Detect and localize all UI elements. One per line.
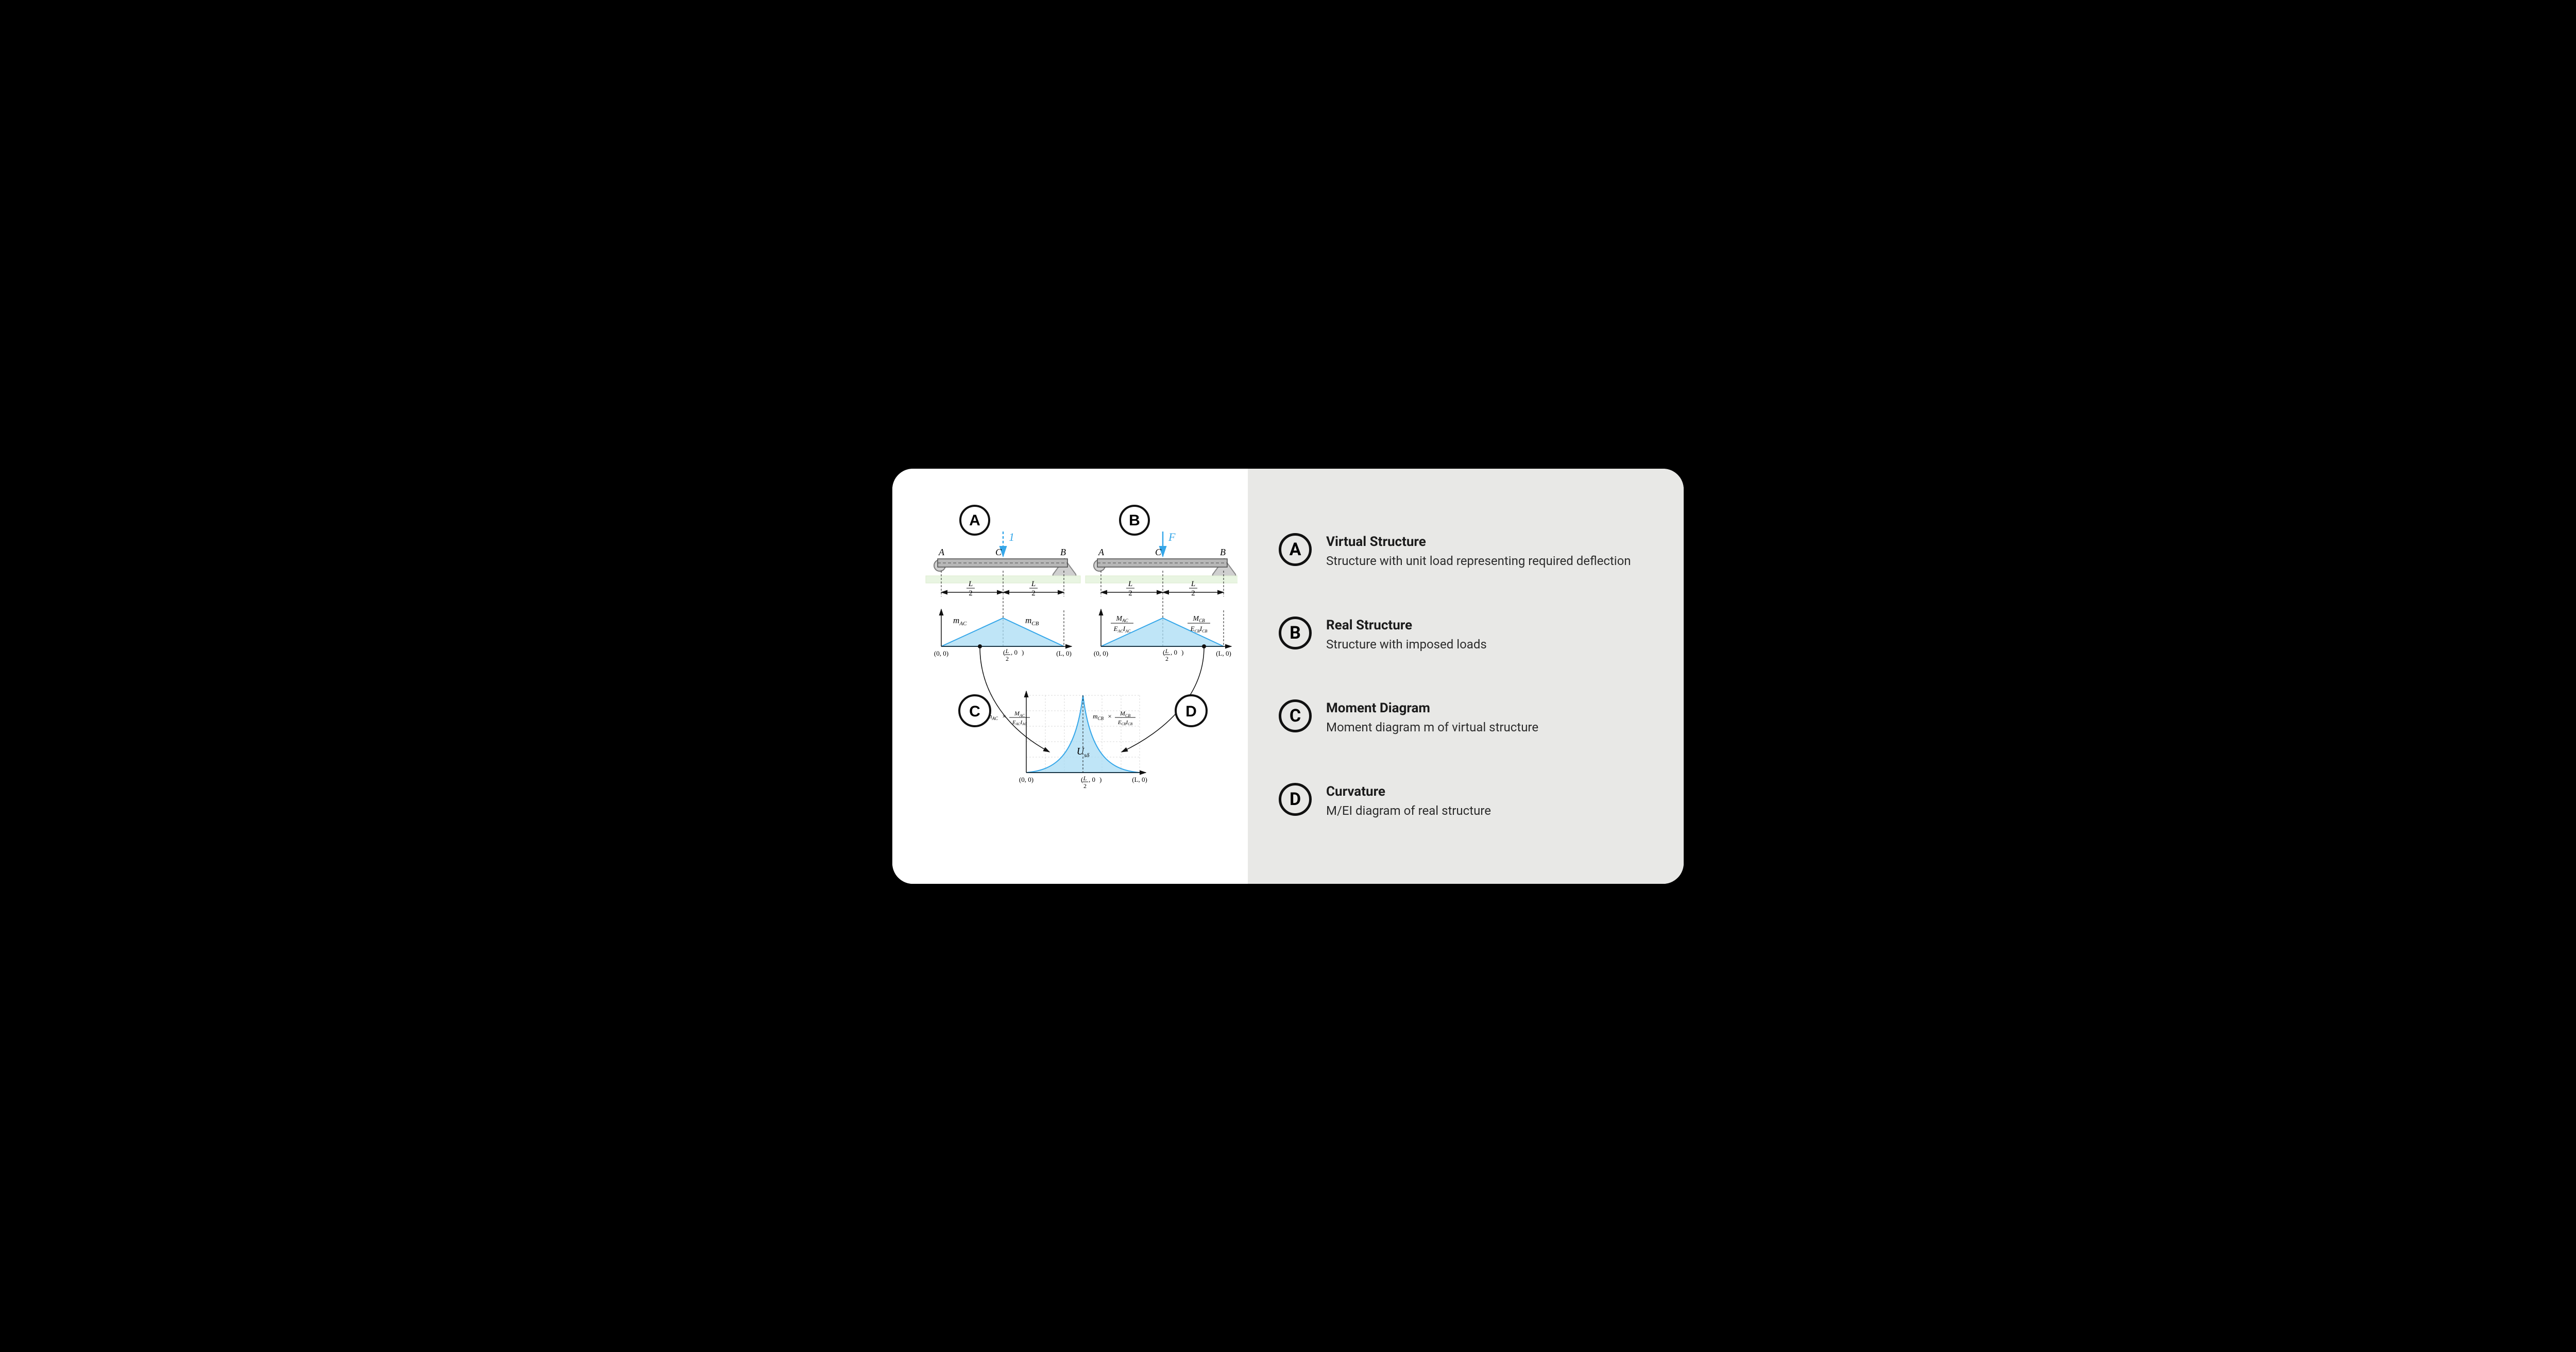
svg-text:L: L	[1031, 580, 1036, 588]
legend-title-D: Curvature	[1326, 784, 1491, 799]
svg-text:C: C	[969, 703, 980, 720]
svg-text:, 0: , 0	[1089, 776, 1095, 783]
legend-item-C: C Moment Diagram Moment diagram m of vir…	[1279, 699, 1653, 735]
svg-text:(0, 0): (0, 0)	[934, 649, 948, 657]
svg-text:2: 2	[1031, 589, 1036, 597]
svg-text:L: L	[1191, 580, 1195, 588]
svg-text:mCB: mCB	[1025, 615, 1039, 627]
svg-text:mAC: mAC	[953, 615, 967, 627]
svg-text:2: 2	[1128, 589, 1132, 597]
svg-text:(0, 0): (0, 0)	[1094, 649, 1108, 657]
badge-B: B	[1120, 506, 1149, 535]
svg-text:MCB: MCB	[1192, 615, 1205, 623]
point-C: C	[995, 547, 1002, 557]
svg-text:1: 1	[1009, 530, 1014, 543]
moment-triangle-A: mAC mCB (0, 0) (L, 0) ( L 2 , 0 )	[934, 597, 1072, 662]
badge-A: A	[960, 506, 989, 535]
svg-text:(L, 0): (L, 0)	[1216, 649, 1231, 657]
svg-text:, 0: , 0	[1011, 648, 1018, 656]
legend-badge-B: B	[1279, 617, 1312, 649]
svg-text:EACIAC: EACIAC	[1012, 720, 1027, 726]
svg-text:MAC: MAC	[1115, 615, 1128, 623]
point-B: B	[1060, 547, 1066, 557]
svg-text:L: L	[1165, 647, 1169, 655]
legend-badge-A: A	[1279, 533, 1312, 566]
legend-panel: A Virtual Structure Structure with unit …	[1248, 469, 1684, 884]
svg-text:B: B	[1129, 512, 1140, 529]
legend-title-A: Virtual Structure	[1326, 534, 1631, 550]
svg-text:2: 2	[969, 589, 973, 597]
svg-text:): )	[1181, 648, 1183, 656]
svg-text:MAC: MAC	[1014, 710, 1025, 718]
svg-text:A: A	[969, 512, 980, 529]
diagram-panel: A 1 A C B	[892, 469, 1248, 884]
legend-badge-C: C	[1279, 699, 1312, 732]
curvature-triangle-B: MAC EACIAC MCB ECBICB (0, 0) (L, 0) (	[1094, 597, 1231, 662]
legend-title-B: Real Structure	[1326, 618, 1487, 633]
legend-desc-C: Moment diagram m of virtual structure	[1326, 719, 1538, 735]
svg-text:2: 2	[1006, 655, 1009, 662]
combined-plot: Usδ mAC × MAC EACIAC mCB × MCB	[987, 691, 1147, 790]
svg-text:, 0: , 0	[1171, 648, 1177, 656]
card: A 1 A C B	[892, 469, 1684, 884]
legend-badge-D: D	[1279, 783, 1312, 816]
svg-text:×: ×	[1108, 712, 1111, 720]
svg-text:F: F	[1168, 530, 1176, 543]
svg-text:A: A	[1098, 547, 1105, 557]
legend-item-D: D Curvature M/EI diagram of real structu…	[1279, 783, 1653, 819]
svg-text:2: 2	[1083, 782, 1087, 790]
svg-text:2: 2	[1165, 655, 1168, 662]
real-load-arrow: F	[1163, 530, 1176, 556]
svg-text:ECBICB: ECBICB	[1117, 720, 1133, 726]
legend-item-A: A Virtual Structure Structure with unit …	[1279, 533, 1653, 569]
svg-text:(0, 0): (0, 0)	[1019, 776, 1033, 783]
panel-A: A 1 A C B	[926, 506, 1080, 662]
legend-desc-A: Structure with unit load representing re…	[1326, 553, 1631, 569]
svg-text:ECBICB: ECBICB	[1190, 625, 1208, 634]
svg-text:): )	[1099, 776, 1101, 783]
engineering-diagram: A 1 A C B	[908, 489, 1238, 860]
point-A: A	[938, 547, 945, 557]
beam-A	[938, 559, 1067, 567]
svg-text:L: L	[1005, 647, 1009, 655]
legend-desc-D: M/EI diagram of real structure	[1326, 802, 1491, 819]
svg-text:C: C	[1155, 547, 1162, 557]
svg-text:(L, 0): (L, 0)	[1056, 649, 1072, 657]
svg-text:): )	[1022, 648, 1024, 656]
svg-text:(L, 0): (L, 0)	[1132, 776, 1147, 783]
span-dims-A: L 2 L 2	[941, 571, 1064, 597]
svg-text:2: 2	[1191, 589, 1195, 597]
legend-title-C: Moment Diagram	[1326, 700, 1538, 716]
legend-item-B: B Real Structure Structure with imposed …	[1279, 617, 1653, 653]
virtual-load-arrow: 1	[1003, 530, 1014, 556]
svg-text:L: L	[968, 580, 973, 588]
badge-C: C	[959, 695, 990, 726]
svg-text:B: B	[1220, 547, 1226, 557]
svg-text:EACIAC: EACIAC	[1113, 625, 1131, 634]
svg-text:mCB: mCB	[1093, 712, 1104, 721]
svg-text:L: L	[1128, 580, 1132, 588]
svg-text:D: D	[1185, 703, 1197, 720]
legend-desc-B: Structure with imposed loads	[1326, 636, 1487, 653]
panel-B: B F A C B	[1086, 506, 1238, 662]
svg-text:L: L	[1083, 775, 1087, 782]
badge-D: D	[1176, 695, 1207, 726]
